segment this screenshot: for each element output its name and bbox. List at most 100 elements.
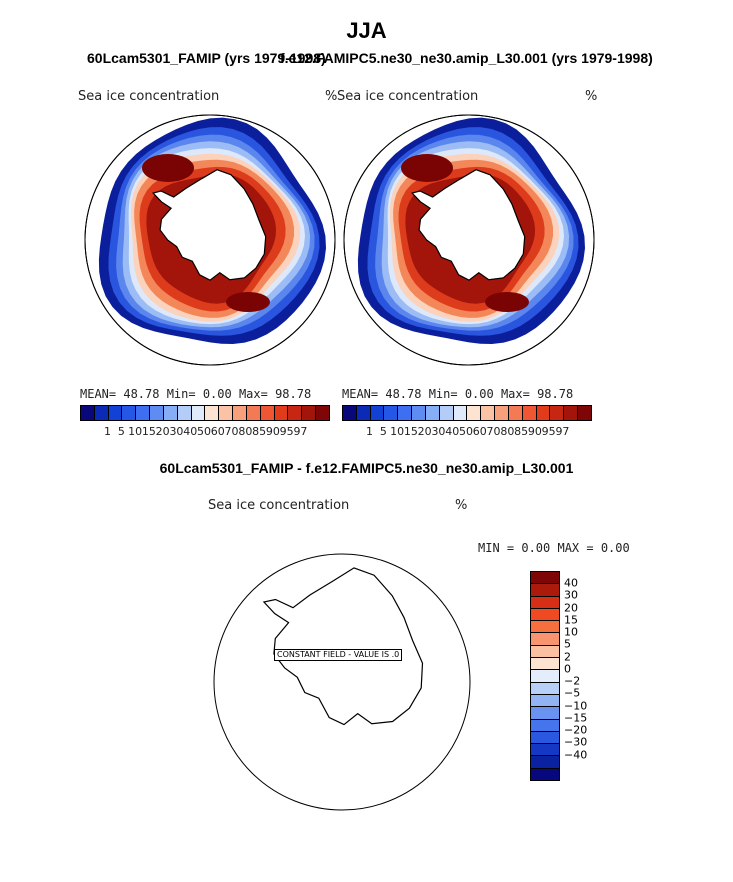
left-colorbar-labels: 1 5 10 15 20 30 40 50 60 70 80 85 90 95 97 bbox=[80, 425, 330, 439]
colorbar-tick-label: 5 bbox=[379, 425, 387, 438]
colorbar-swatch bbox=[150, 406, 164, 420]
colorbar-tick-label: 30 bbox=[564, 588, 578, 602]
right-colorbar bbox=[342, 405, 592, 421]
colorbar-swatch bbox=[550, 406, 565, 420]
colorbar-swatch bbox=[531, 768, 559, 781]
colorbar-tick-label: 40 bbox=[445, 425, 460, 438]
colorbar-swatch bbox=[531, 756, 559, 769]
colorbar-tick-label: 30 bbox=[169, 425, 184, 438]
colorbar-swatch bbox=[356, 406, 371, 420]
sea-ice-core-ross bbox=[485, 292, 529, 312]
colorbar-swatch bbox=[94, 406, 109, 420]
colorbar-tick-label: −5 bbox=[564, 686, 581, 700]
colorbar-swatch bbox=[108, 406, 123, 420]
colorbar-swatch bbox=[467, 406, 482, 420]
colorbar-swatch bbox=[122, 406, 137, 420]
left-variable-label: Sea ice concentration bbox=[78, 89, 220, 104]
colorbar-swatch bbox=[81, 406, 95, 420]
colorbar-swatch bbox=[531, 608, 559, 622]
colorbar-tick-label: 50 bbox=[197, 425, 211, 438]
colorbar-tick-label: −10 bbox=[564, 699, 588, 713]
colorbar-tick-label: −20 bbox=[564, 723, 588, 737]
colorbar-swatch bbox=[481, 406, 496, 420]
colorbar-swatch bbox=[531, 658, 559, 671]
colorbar-swatch bbox=[439, 406, 454, 420]
colorbar-tick-label: 95 bbox=[541, 425, 556, 438]
colorbar-tick-label: −15 bbox=[564, 711, 588, 725]
colorbar-tick-label: 70 bbox=[486, 425, 501, 438]
colorbar-tick-label: 20 bbox=[155, 425, 170, 438]
colorbar-tick-label: 80 bbox=[238, 425, 253, 438]
colorbar-swatch bbox=[233, 406, 247, 420]
map-frame bbox=[343, 114, 595, 366]
colorbar-swatch bbox=[246, 406, 261, 420]
colorbar-swatch bbox=[412, 406, 426, 420]
colorbar-tick-label: 10 bbox=[390, 425, 405, 438]
antarctica-outline bbox=[151, 169, 267, 281]
colorbar-tick-label: 30 bbox=[431, 425, 446, 438]
colorbar-tick-label: 40 bbox=[564, 576, 578, 590]
sea-ice-core-weddell bbox=[401, 154, 453, 182]
colorbar-tick-label: 85 bbox=[252, 425, 267, 438]
colorbar-tick-label: 10 bbox=[128, 425, 143, 438]
colorbar-swatch bbox=[453, 406, 468, 420]
colorbar-tick-label: 1 bbox=[366, 425, 374, 438]
colorbar-tick-label: 40 bbox=[183, 425, 198, 438]
colorbar-swatch bbox=[370, 406, 385, 420]
colorbar-swatch bbox=[205, 406, 220, 420]
colorbar-swatch bbox=[531, 731, 559, 745]
colorbar-swatch bbox=[191, 406, 206, 420]
diff-units-label: % bbox=[455, 498, 468, 513]
colorbar-swatch bbox=[425, 406, 440, 420]
colorbar-swatch bbox=[177, 406, 192, 420]
colorbar-swatch bbox=[531, 707, 559, 720]
colorbar-tick-label: 15 bbox=[403, 425, 418, 438]
colorbar-tick-label: 20 bbox=[564, 601, 578, 615]
colorbar-tick-label: 97 bbox=[293, 425, 308, 438]
colorbar-tick-label: 60 bbox=[210, 425, 225, 438]
colorbar-swatch bbox=[136, 406, 151, 420]
right-units-label: % bbox=[585, 89, 598, 104]
colorbar-swatch bbox=[531, 584, 559, 597]
colorbar-swatch bbox=[531, 670, 559, 683]
diff-colorbar-labels: 40 30 20 15 10 5 2 0 −2 −5 −10 −15 −20 −30 −40 bbox=[564, 571, 604, 779]
colorbar-tick-label: 15 bbox=[564, 613, 578, 627]
left-sea-ice-map bbox=[84, 114, 336, 366]
colorbar-tick-label: 5 bbox=[564, 637, 571, 651]
colorbar-swatch bbox=[531, 596, 559, 609]
colorbar-tick-label: −30 bbox=[564, 735, 588, 749]
antarctica-outline bbox=[410, 169, 526, 281]
map-frame bbox=[84, 114, 336, 366]
left-stats: MEAN= 48.78 Min= 0.00 Max= 98.78 bbox=[80, 387, 312, 401]
colorbar-tick-label: 80 bbox=[500, 425, 515, 438]
colorbar-swatch bbox=[384, 406, 399, 420]
left-units-label: % bbox=[325, 89, 338, 104]
colorbar-tick-label: 90 bbox=[265, 425, 280, 438]
colorbar-swatch bbox=[531, 621, 559, 634]
diff-variable-label: Sea ice concentration bbox=[208, 498, 350, 513]
colorbar-swatch bbox=[398, 406, 413, 420]
colorbar-swatch bbox=[522, 406, 537, 420]
constant-field-label: CONSTANT FIELD - VALUE IS .0 bbox=[274, 649, 403, 661]
colorbar-swatch bbox=[578, 406, 591, 420]
colorbar-tick-label: 60 bbox=[472, 425, 487, 438]
colorbar-swatch bbox=[343, 406, 357, 420]
right-colorbar-labels: 1 5 10 15 20 30 40 50 60 70 80 85 90 95 97 bbox=[342, 425, 592, 439]
colorbar-swatch bbox=[274, 406, 289, 420]
case-title-left: 60Lcam5301_FAMIP (yrs 1979-1998) bbox=[87, 50, 326, 66]
colorbar-tick-label: 95 bbox=[279, 425, 294, 438]
colorbar-tick-label: 50 bbox=[459, 425, 473, 438]
main-title: JJA bbox=[346, 18, 387, 43]
colorbar-tick-label: 0 bbox=[564, 662, 571, 676]
colorbar-tick-label: 70 bbox=[224, 425, 239, 438]
right-variable-label: Sea ice concentration bbox=[337, 89, 479, 104]
colorbar-tick-label: 85 bbox=[514, 425, 529, 438]
sea-ice-core-weddell bbox=[142, 154, 194, 182]
diff-map-boundary bbox=[213, 553, 471, 811]
colorbar-swatch bbox=[536, 406, 551, 420]
colorbar-swatch bbox=[531, 645, 559, 659]
colorbar-swatch bbox=[564, 406, 579, 420]
colorbar-tick-label: 1 bbox=[104, 425, 112, 438]
colorbar-tick-label: 20 bbox=[417, 425, 432, 438]
diff-antarctica-outline bbox=[262, 567, 424, 726]
